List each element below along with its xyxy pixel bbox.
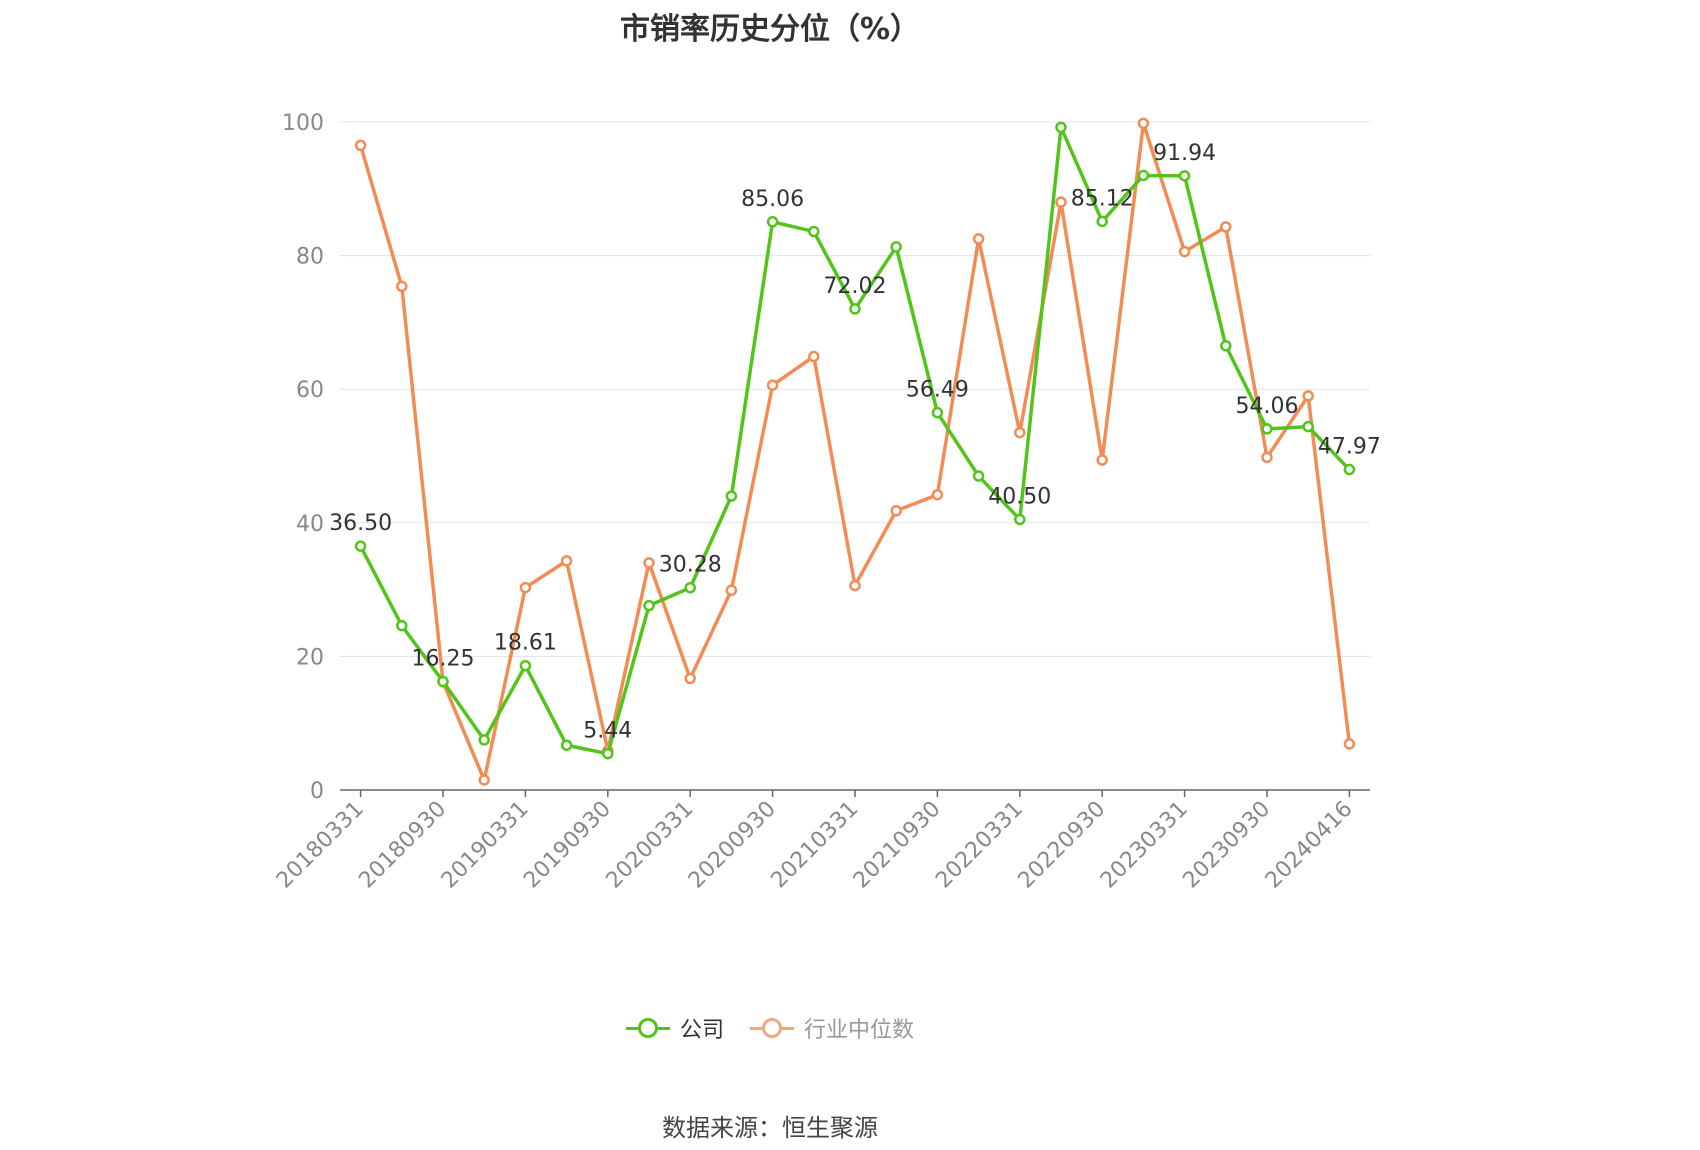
data-source: 数据来源：恒生聚源: [662, 1114, 878, 1142]
data-label: 54.06: [1236, 394, 1299, 419]
data-point: [890, 505, 902, 517]
data-point: [1055, 196, 1067, 208]
data-point: [684, 581, 696, 594]
chart-title: 市销率历史分位（%）: [619, 12, 921, 47]
y-tick-label: 40: [296, 512, 324, 537]
data-label: 47.97: [1318, 435, 1381, 460]
x-tick-label: 20230930: [1178, 797, 1275, 894]
data-point: [1055, 121, 1067, 134]
data-point: [1014, 513, 1026, 526]
axes: 0 20 40 60 80 100 2018033120180930201903312019…: [272, 111, 1370, 893]
data-point: [1220, 221, 1232, 233]
y-tick-label: 60: [296, 378, 324, 403]
x-tick-label: 20240416: [1261, 797, 1358, 894]
data-point: [1137, 117, 1150, 130]
data-point: [890, 241, 902, 253]
data-point: [725, 584, 738, 597]
data-point: [478, 734, 490, 746]
data-point: [684, 672, 696, 685]
data-label: 91.94: [1153, 141, 1216, 166]
data-point: [519, 581, 532, 594]
legend: 公司 行业中位数: [0, 1012, 1540, 1044]
data-label: 85.12: [1071, 186, 1134, 211]
data-point: [1014, 426, 1026, 439]
data-point: [396, 280, 408, 293]
data-point: [1343, 463, 1356, 476]
y-tick-label: 20: [296, 645, 324, 670]
x-tick-label: 20210331: [766, 797, 863, 894]
data-point: [808, 350, 820, 363]
x-tick-label: 20200331: [602, 797, 699, 894]
data-point: [766, 216, 779, 228]
data-point: [808, 225, 820, 238]
x-tick-label: 20210930: [849, 797, 946, 894]
data-point: [931, 488, 944, 501]
data-label: 16.25: [412, 646, 475, 671]
data-point: [354, 139, 367, 152]
x-tick-label: 20180930: [354, 797, 451, 894]
data-label: 36.50: [329, 511, 392, 536]
series-line-1: [358, 121, 1352, 782]
data-point: [602, 747, 614, 760]
data-point: [931, 406, 944, 419]
data-point: [1343, 738, 1356, 750]
data-point: [643, 599, 655, 612]
data-label: 40.50: [988, 484, 1051, 509]
data-point: [972, 470, 985, 482]
data-label: 18.61: [494, 631, 557, 656]
data-point: [560, 739, 573, 751]
legend-item-industry-median[interactable]: 行业中位数: [750, 1012, 914, 1044]
data-label: 30.28: [659, 553, 722, 578]
x-tick-label: 20220331: [931, 797, 1028, 894]
data-label: 85.06: [741, 187, 804, 212]
data-point: [478, 774, 490, 786]
x-tick-label: 20200930: [684, 797, 781, 894]
data-point: [1302, 390, 1314, 402]
data-point: [766, 379, 779, 391]
data-point: [849, 303, 861, 315]
data-label: 72.02: [824, 274, 887, 299]
series-lines: [354, 117, 1356, 786]
legend-swatch-company: [625, 1018, 670, 1038]
x-tick-label: 20220930: [1014, 797, 1111, 894]
legend-item-company[interactable]: 公司: [625, 1012, 724, 1044]
data-point: [560, 555, 573, 567]
data-point: [1096, 454, 1108, 466]
x-tick-label: 20180331: [272, 797, 369, 894]
data-point: [1220, 340, 1232, 352]
x-tick-label: 20190331: [437, 797, 534, 894]
data-label: 56.49: [906, 378, 969, 403]
data-point: [643, 557, 655, 569]
y-tick-label: 0: [310, 779, 324, 804]
data-point: [354, 540, 367, 552]
y-tick-label: 100: [282, 111, 324, 136]
data-point: [437, 675, 449, 688]
x-tick-label: 20230331: [1096, 797, 1193, 894]
data-labels: 36.50 16.25 18.61 5.44 30.28 85.06 72.02 56.49 4…: [329, 141, 1381, 744]
data-point: [1261, 423, 1273, 435]
legend-label-company: 公司: [679, 1018, 724, 1043]
data-point: [725, 490, 738, 502]
y-tick-label: 80: [296, 245, 324, 270]
data-point: [1137, 169, 1150, 182]
data-label: 5.44: [583, 719, 632, 744]
data-point: [1178, 170, 1191, 182]
data-point: [1261, 451, 1273, 464]
data-point: [1096, 215, 1108, 228]
data-point: [519, 659, 532, 672]
x-tick-label: 20190930: [519, 797, 616, 894]
data-point: [849, 579, 861, 592]
data-point: [396, 619, 408, 632]
data-point: [1178, 245, 1191, 258]
data-point: [1302, 420, 1314, 433]
data-point: [972, 233, 985, 245]
legend-swatch-industry-median: [750, 1018, 794, 1038]
legend-label-industry-median: 行业中位数: [804, 1018, 915, 1043]
